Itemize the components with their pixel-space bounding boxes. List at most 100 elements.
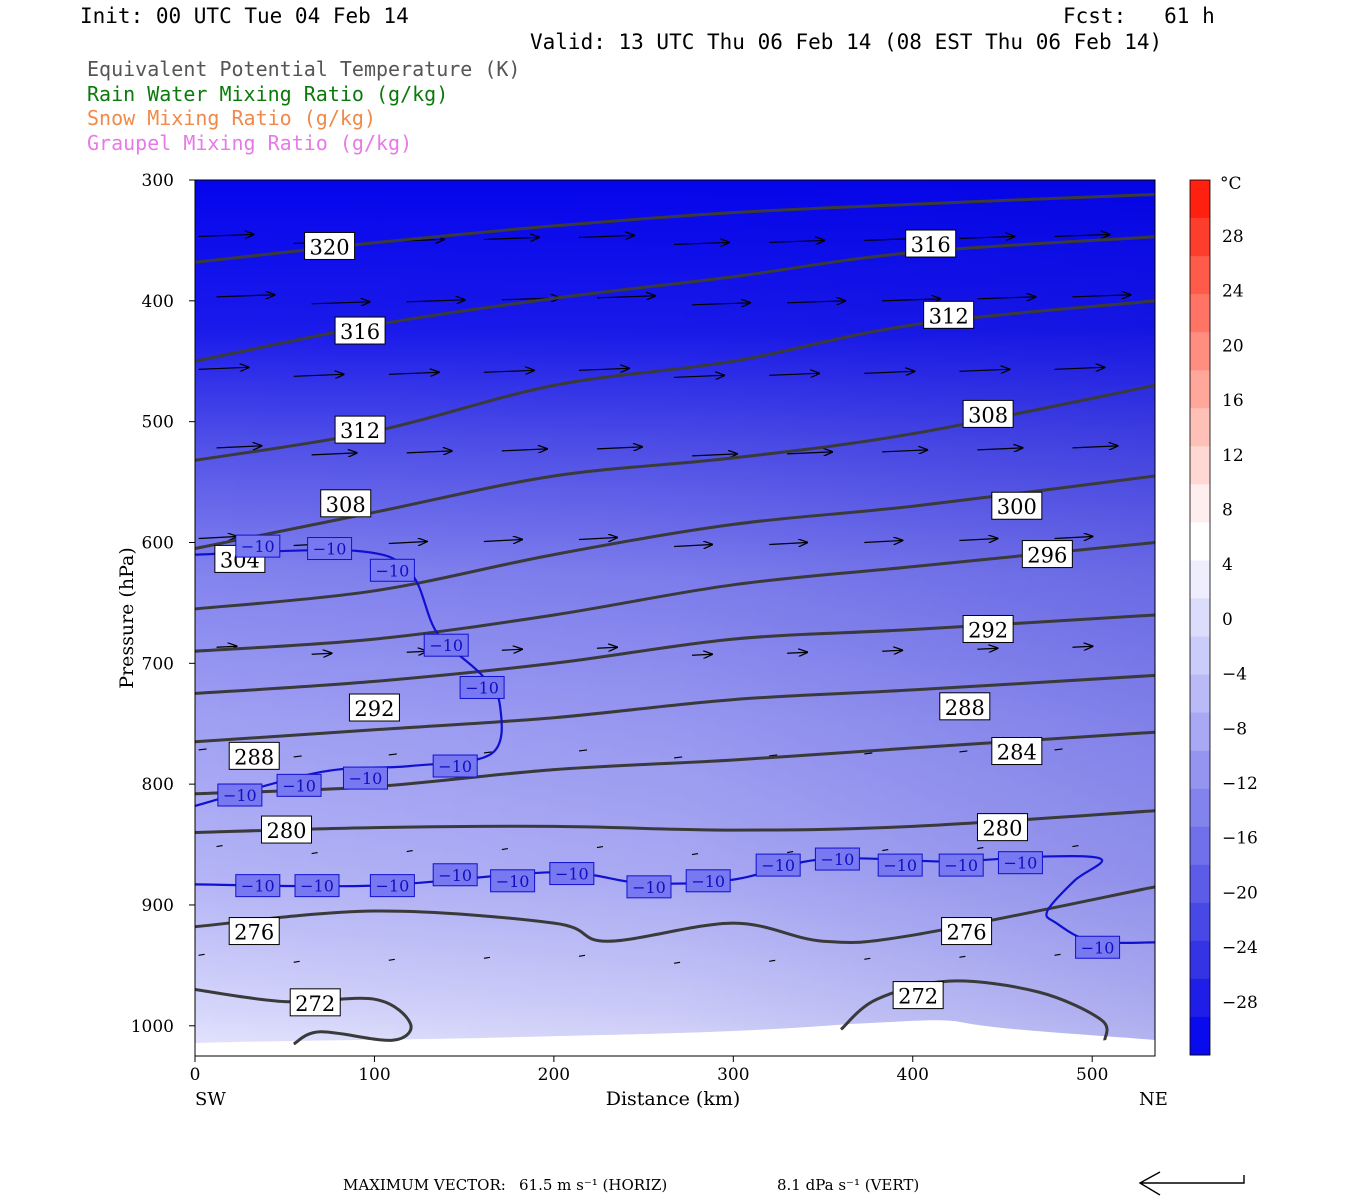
wind-vector xyxy=(198,748,207,751)
contour-label-box xyxy=(976,813,1028,842)
isotherm-label: −10 xyxy=(429,636,463,655)
isotherm-label: −10 xyxy=(241,877,275,896)
contour-label-box xyxy=(923,300,975,329)
theta-e-contour-300 xyxy=(195,541,1155,653)
colorbar-tick-label: −4 xyxy=(1222,665,1247,685)
x-left-end-label: SW xyxy=(195,1089,226,1110)
y-tick-label: 400 xyxy=(142,292,174,312)
wind-vector xyxy=(769,240,824,242)
isotherm-label-box xyxy=(997,851,1043,875)
x-right-end-label: NE xyxy=(1139,1089,1168,1110)
colorbar-segment xyxy=(1190,978,1210,1018)
colorbar-segment xyxy=(1190,826,1210,866)
wind-vector xyxy=(674,961,681,964)
contour-label: 276 xyxy=(947,921,987,945)
wind-vector xyxy=(596,846,604,849)
theta-e-contour-304 xyxy=(195,474,1155,611)
isotherm-label: −10 xyxy=(223,786,257,805)
contour-label: 312 xyxy=(929,304,969,328)
colorbar-segment xyxy=(1190,940,1210,980)
wind-vector xyxy=(882,650,902,651)
y-tick-label: 700 xyxy=(142,654,174,674)
y-axis-label: Pressure (hPa) xyxy=(116,547,138,689)
colorbar-tick-label: −12 xyxy=(1222,774,1258,794)
wind-vector xyxy=(483,370,534,372)
wind-vector xyxy=(864,957,871,960)
contour-label-box xyxy=(334,316,386,345)
isotherm-label: −10 xyxy=(313,540,347,559)
wind-vector xyxy=(216,646,237,647)
colorbar-segment xyxy=(1190,864,1210,904)
wind-vector xyxy=(1072,295,1130,297)
isotherm-label-box xyxy=(235,534,281,558)
wind-vector xyxy=(578,368,629,370)
isotherm-label-box xyxy=(432,754,478,778)
contour-label-box xyxy=(941,917,993,946)
wind-vector xyxy=(311,453,357,455)
wind-vector xyxy=(578,537,617,539)
wind-vector xyxy=(198,536,237,538)
colorbar-segment xyxy=(1190,1016,1210,1056)
isotherm-label: −10 xyxy=(555,865,589,884)
wind-vector xyxy=(864,540,902,542)
contour-label-box xyxy=(334,415,386,444)
legend-graupel: Graupel Mixing Ratio (g/kg) xyxy=(87,131,413,155)
wind-vector xyxy=(198,367,249,369)
colorbar-segment xyxy=(1190,674,1210,714)
theta-e-contour-292 xyxy=(195,673,1155,744)
isotherm-label: −10 xyxy=(438,757,472,776)
isotherm-label: −10 xyxy=(376,561,410,580)
wind-vector xyxy=(787,301,845,303)
isotherm-label: −10 xyxy=(496,872,530,891)
wind-vector xyxy=(483,237,539,239)
wind-vector xyxy=(406,850,413,853)
colorbar-tick-label: 12 xyxy=(1222,446,1244,466)
wind-vector xyxy=(596,647,617,648)
wind-vector xyxy=(882,299,940,301)
max-vector-label: MAXIMUM VECTOR: xyxy=(343,1176,506,1194)
colorbar-tick-label: −16 xyxy=(1222,829,1258,849)
legend-theta-e: Equivalent Potential Temperature (K) xyxy=(87,57,521,81)
colorbar-tick-label: 20 xyxy=(1222,336,1244,356)
wind-vector xyxy=(311,852,318,855)
wind-vector xyxy=(216,446,262,448)
contour-label: 284 xyxy=(997,741,1037,765)
isotherm-label: −10 xyxy=(821,850,855,869)
contour-label: 296 xyxy=(1027,544,1067,568)
colorbar-tick-label: 16 xyxy=(1222,391,1244,411)
contour-label-box xyxy=(991,491,1043,520)
contour-label: 312 xyxy=(340,419,380,443)
isotherm-label: −10 xyxy=(241,537,275,556)
wind-vector xyxy=(216,845,223,848)
wind-vector xyxy=(959,955,966,958)
isotherm-label-box xyxy=(938,853,984,877)
contour-label-box xyxy=(892,981,944,1010)
wind-vector xyxy=(406,651,427,652)
wind-vector xyxy=(787,652,807,653)
contour-label: 320 xyxy=(310,235,350,259)
colorbar-segment xyxy=(1190,712,1210,752)
isotherm-label: −10 xyxy=(465,678,499,697)
wind-vector xyxy=(1072,845,1079,848)
legend-rain-water: Rain Water Mixing Ratio (g/kg) xyxy=(87,82,449,106)
colorbar-segment xyxy=(1190,560,1210,599)
wind-vector xyxy=(674,375,724,377)
colorbar-tick-label: 8 xyxy=(1222,501,1233,521)
wind-vector xyxy=(596,296,655,298)
isotherm-label-box xyxy=(459,675,505,699)
wind-vector xyxy=(311,302,370,304)
contour-label-box xyxy=(228,917,280,946)
contour-label: 280 xyxy=(266,819,306,843)
isotherm-label: −10 xyxy=(349,769,383,788)
isotherm-label: −10 xyxy=(632,878,666,897)
wind-vector xyxy=(977,648,997,649)
terrain xyxy=(195,1020,1155,1056)
isotherm-label-box xyxy=(423,633,469,657)
isotherm-label: −10 xyxy=(1004,854,1038,873)
colorbar-segment xyxy=(1190,446,1210,485)
wind-vector xyxy=(406,300,465,302)
colorbar-frame xyxy=(1189,179,1211,1056)
isotherm-label-box xyxy=(294,874,340,898)
